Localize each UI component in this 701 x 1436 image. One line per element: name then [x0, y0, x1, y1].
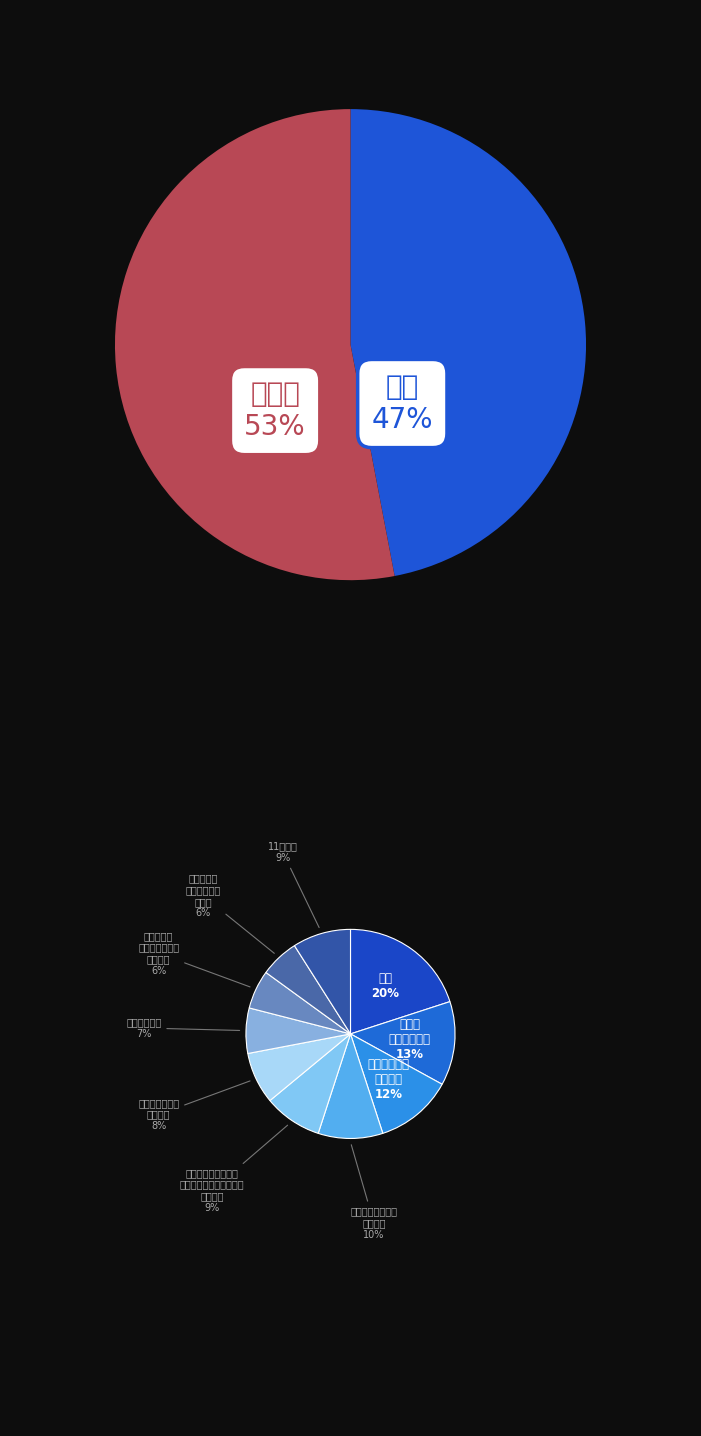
Wedge shape	[115, 109, 395, 580]
Text: 11位以降
9%: 11位以降 9%	[268, 841, 319, 928]
Wedge shape	[294, 929, 350, 1034]
Text: はい
47%: はい 47%	[372, 373, 433, 434]
Text: 境界線の問題
7%: 境界線の問題 7%	[126, 1017, 240, 1038]
Wedge shape	[250, 972, 350, 1034]
Text: 理由が分からないが
無視する、難癡をつける
人がいる
9%: 理由が分からないが 無視する、難癡をつける 人がいる 9%	[179, 1126, 287, 1213]
Text: いいえ
53%: いいえ 53%	[245, 381, 306, 441]
Text: 子供の泣き声や
いたずら
8%: 子供の泣き声や いたずら 8%	[138, 1081, 250, 1132]
Wedge shape	[266, 946, 350, 1034]
Wedge shape	[270, 1034, 350, 1133]
Text: 駐車、
車のトラブル
13%: 駐車、 車のトラブル 13%	[389, 1018, 430, 1061]
Wedge shape	[246, 1008, 350, 1054]
Text: デマや嘔、
のぞき見などの
嫌がらせ
6%: デマや嘔、 のぞき見などの 嫌がらせ 6%	[138, 931, 250, 987]
Text: ごみの不法投棄、
ポイ捥て
10%: ごみの不法投棄、 ポイ捥て 10%	[350, 1144, 397, 1239]
Text: 騒音
20%: 騒音 20%	[372, 972, 400, 999]
Wedge shape	[350, 1002, 455, 1084]
Wedge shape	[247, 1034, 350, 1100]
Wedge shape	[350, 109, 586, 576]
Wedge shape	[350, 1034, 442, 1133]
Text: 集合住宅の
共通部分等の
使い方
6%: 集合住宅の 共通部分等の 使い方 6%	[186, 873, 274, 954]
Wedge shape	[318, 1034, 383, 1139]
Wedge shape	[350, 929, 450, 1034]
Text: ペットの飼育
やマナー
12%: ペットの飼育 やマナー 12%	[367, 1058, 409, 1101]
